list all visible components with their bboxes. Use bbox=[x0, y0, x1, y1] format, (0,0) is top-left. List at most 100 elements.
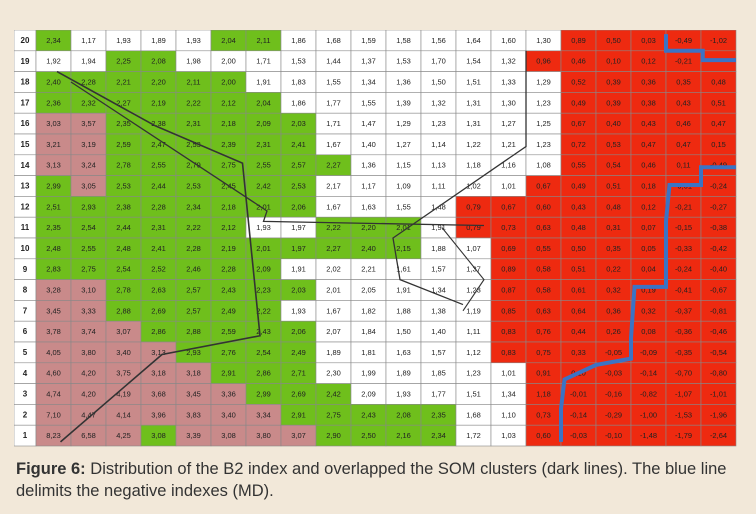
cell-value: 2,53 bbox=[186, 140, 201, 149]
cell-value: 2,12 bbox=[221, 223, 236, 232]
cell-value: 1,89 bbox=[326, 348, 341, 357]
cell-value: 2,09 bbox=[361, 389, 376, 398]
cell-value: 2,83 bbox=[46, 265, 61, 274]
cell-value: 0,15 bbox=[711, 140, 726, 149]
cell-value: 2,27 bbox=[116, 98, 131, 107]
row-label: 9 bbox=[23, 265, 28, 274]
cell-value: 0,69 bbox=[501, 244, 516, 253]
row-label: 2 bbox=[23, 410, 28, 419]
cell-value: 2,76 bbox=[221, 348, 236, 357]
cell-value: 2,59 bbox=[221, 327, 236, 336]
cell-value: -0,29 bbox=[605, 410, 622, 419]
cell-value: 2,31 bbox=[186, 119, 201, 128]
row-label: 11 bbox=[21, 223, 30, 232]
cell-value: 0,67 bbox=[536, 181, 551, 190]
figure-caption: Figure 6: Distribution of the B2 index a… bbox=[16, 458, 744, 502]
cell-value: 2,03 bbox=[291, 119, 306, 128]
cell-value: -0,80 bbox=[710, 369, 727, 378]
cell-value: 2,05 bbox=[361, 285, 376, 294]
cell-value: -1,96 bbox=[710, 410, 727, 419]
cell-value: 1,97 bbox=[291, 223, 306, 232]
cell-value: 2,43 bbox=[361, 410, 376, 419]
cell-value: 2,54 bbox=[116, 265, 131, 274]
cell-value: 3,10 bbox=[81, 285, 96, 294]
cell-value: 0,50 bbox=[571, 244, 586, 253]
caption-text: Distribution of the B2 index and overlap… bbox=[16, 460, 727, 500]
cell-value: 1,89 bbox=[396, 369, 411, 378]
cell-value: 2,69 bbox=[151, 306, 166, 315]
cell-value: 0,03 bbox=[641, 36, 656, 45]
cell-value: 2,17 bbox=[326, 181, 341, 190]
row-label: 13 bbox=[21, 182, 30, 191]
cell-value: 3,78 bbox=[46, 327, 61, 336]
cell-value: 3,45 bbox=[186, 389, 201, 398]
cell-value: 0,79 bbox=[466, 202, 481, 211]
cell-value: 2,42 bbox=[256, 181, 271, 190]
cell-value: -0,35 bbox=[675, 348, 692, 357]
cell-value: 0,91 bbox=[536, 369, 551, 378]
cell-value: 1,91 bbox=[291, 265, 306, 274]
cell-value: 0,60 bbox=[536, 202, 551, 211]
cell-value: 2,11 bbox=[186, 77, 200, 86]
cell-value: 2,01 bbox=[256, 202, 271, 211]
cell-value: -1,01 bbox=[710, 389, 727, 398]
cell-value: 3,28 bbox=[46, 285, 61, 294]
cell-value: 1,68 bbox=[326, 36, 341, 45]
cell-value: 0,79 bbox=[466, 223, 481, 232]
cell-value: 1,37 bbox=[466, 265, 481, 274]
cell-value: -2,64 bbox=[710, 431, 727, 440]
cell-value: 1,10 bbox=[501, 410, 516, 419]
cell-value: 2,51 bbox=[46, 202, 61, 211]
cell-value: 1,44 bbox=[326, 57, 341, 66]
cell-value: 2,40 bbox=[46, 77, 61, 86]
cell-value: 2,01 bbox=[396, 223, 411, 232]
cell-value: -0,05 bbox=[605, 348, 622, 357]
cell-value: 0,49 bbox=[571, 181, 586, 190]
cell-value: 1,55 bbox=[361, 98, 376, 107]
cell-value: 0,05 bbox=[641, 244, 656, 253]
cell-value: 2,16 bbox=[396, 431, 411, 440]
cell-value: 0,50 bbox=[606, 36, 621, 45]
cell-value: 1,93 bbox=[291, 306, 306, 315]
cell-value: 2,57 bbox=[186, 306, 201, 315]
cell-value: -1,02 bbox=[710, 36, 727, 45]
row-label: 12 bbox=[21, 202, 30, 211]
cell-value: 1,86 bbox=[291, 36, 306, 45]
cell-value: -0,27 bbox=[710, 202, 727, 211]
cell-value: 2,63 bbox=[151, 285, 166, 294]
cell-value: 2,71 bbox=[291, 369, 306, 378]
som-cluster-line bbox=[56, 70, 261, 443]
cell-value: 2,06 bbox=[291, 202, 306, 211]
cell-value: 8,23 bbox=[46, 431, 61, 440]
cell-value: 0,96 bbox=[536, 57, 551, 66]
row-label: 6 bbox=[23, 327, 28, 336]
cell-value: 1,64 bbox=[466, 36, 481, 45]
cell-value: 2,02 bbox=[326, 265, 341, 274]
cell-value: 1,23 bbox=[466, 369, 481, 378]
cell-value: 0,48 bbox=[711, 77, 726, 86]
cell-value: 0,76 bbox=[536, 327, 551, 336]
cell-value: 1,57 bbox=[431, 348, 446, 357]
cell-value: 0,73 bbox=[501, 223, 516, 232]
caption-label: Figure 6: bbox=[16, 460, 86, 478]
cell-value: 0,72 bbox=[571, 140, 586, 149]
cell-value: 2,40 bbox=[361, 244, 376, 253]
cell-value: 2,31 bbox=[151, 223, 166, 232]
cell-value: 1,91 bbox=[431, 223, 446, 232]
cell-value: 1,63 bbox=[361, 202, 376, 211]
cell-value: 2,90 bbox=[326, 431, 341, 440]
cell-value: 2,01 bbox=[256, 244, 271, 253]
cell-value: 1,54 bbox=[466, 57, 481, 66]
cell-value: 1,36 bbox=[396, 77, 411, 86]
row-label: 3 bbox=[23, 390, 28, 399]
cell-value: 2,20 bbox=[151, 77, 166, 86]
cell-value: 1,18 bbox=[466, 161, 481, 170]
cell-value: 2,39 bbox=[221, 140, 236, 149]
cell-value: 3,75 bbox=[116, 369, 131, 378]
cell-value: 6,58 bbox=[81, 431, 96, 440]
cell-value: 1,16 bbox=[501, 161, 516, 170]
cell-value: 1,34 bbox=[361, 77, 376, 86]
cell-value: 2,09 bbox=[256, 265, 271, 274]
row-label: 15 bbox=[21, 140, 30, 149]
cell-value: 0,35 bbox=[676, 77, 691, 86]
